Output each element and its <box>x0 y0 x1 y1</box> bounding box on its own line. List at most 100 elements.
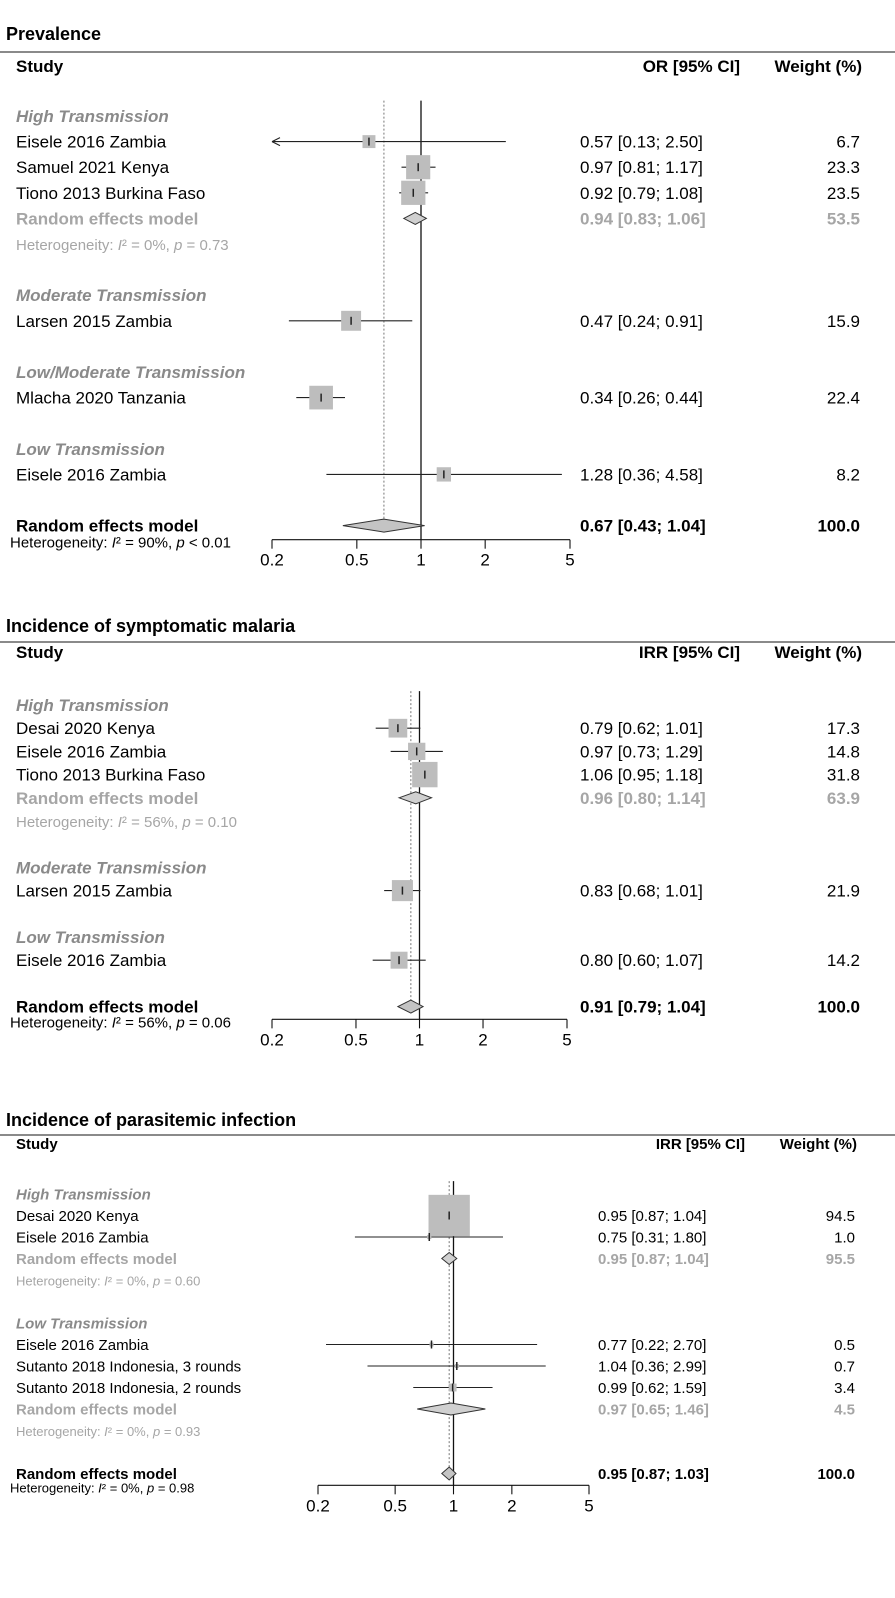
study-label: Tiono 2013 Burkina Faso <box>16 766 205 785</box>
subtotal-weight: 95.5 <box>826 1251 855 1268</box>
column-header-weight: Weight (%) <box>774 643 862 662</box>
overall-diamond <box>396 999 425 1014</box>
subtotal-effect-ci: 0.94 [0.83; 1.06] <box>580 209 706 228</box>
column-header-study: Study <box>16 643 64 662</box>
study-weight: 94.5 <box>826 1208 855 1225</box>
subtotal-diamond <box>402 211 428 225</box>
overall-heterogeneity-label: Heterogeneity: I² = 90%, p < 0.01 <box>10 535 231 552</box>
study-weight: 0.5 <box>834 1337 855 1354</box>
study-weight: 22.4 <box>827 389 860 408</box>
subtotal-diamond <box>397 791 433 805</box>
x-axis-tick-label: 2 <box>480 551 489 570</box>
study-effect-ci: 0.77 [0.22; 2.70] <box>598 1337 706 1354</box>
panel-title: Prevalence <box>6 24 101 44</box>
subgroup-label: Low Transmission <box>16 928 165 947</box>
column-header-effect: IRR [95% CI] <box>639 643 740 662</box>
study-weight: 1.0 <box>834 1229 855 1246</box>
panel-title: Incidence of parasitemic infection <box>6 1110 296 1130</box>
study-label: Sutanto 2018 Indonesia, 3 rounds <box>16 1358 241 1375</box>
subtotal-weight: 53.5 <box>827 209 860 228</box>
study-weight: 0.7 <box>834 1358 855 1375</box>
column-header-study: Study <box>16 1136 58 1153</box>
forest-panel-prevalence: Prevalence Study OR [95% CI] Weight (%) High… <box>0 0 895 614</box>
overall-weight: 100.0 <box>817 517 860 536</box>
subgroup-label: Low Transmission <box>16 440 165 459</box>
subgroup-label: Low/Moderate Transmission <box>16 363 245 382</box>
subtotal-diamond <box>440 1251 458 1266</box>
x-axis-tick-label: 5 <box>584 1496 593 1515</box>
x-axis-tick-label: 0.2 <box>260 1030 284 1049</box>
subgroup-label: High Transmission <box>16 107 169 126</box>
overall-label: Random effects model <box>16 517 198 536</box>
study-effect-ci: 0.57 [0.13; 2.50] <box>580 133 703 152</box>
overall-heterogeneity-label: Heterogeneity: I² = 0%, p = 0.98 <box>10 1481 194 1496</box>
subtotal-label: Random effects model <box>16 1251 177 1268</box>
study-weight: 6.7 <box>836 133 860 152</box>
heterogeneity-label: Heterogeneity: I² = 56%, p = 0.10 <box>16 814 237 831</box>
study-effect-ci: 0.97 [0.81; 1.17] <box>580 158 703 177</box>
study-effect-ci: 0.99 [0.62; 1.59] <box>598 1380 706 1397</box>
study-weight: 23.3 <box>827 158 860 177</box>
x-axis-tick-label: 2 <box>478 1030 487 1049</box>
study-weight: 3.4 <box>834 1380 855 1397</box>
study-effect-ci: 0.80 [0.60; 1.07] <box>580 951 703 970</box>
x-axis-tick-label: 1 <box>449 1496 458 1515</box>
x-axis-tick-label: 1 <box>416 551 425 570</box>
forest-panel-parasitemic: Incidence of parasitemic infection Study I… <box>0 1108 895 1598</box>
subtotal-effect-ci: 0.97 [0.65; 1.46] <box>598 1401 709 1418</box>
column-header-weight: Weight (%) <box>774 57 862 76</box>
column-header-effect: IRR [95% CI] <box>656 1136 745 1153</box>
subtotal-label: Random effects model <box>16 1401 177 1418</box>
study-weight: 14.2 <box>827 951 860 970</box>
study-effect-ci: 1.04 [0.36; 2.99] <box>598 1358 706 1375</box>
overall-effect-ci: 0.67 [0.43; 1.04] <box>580 517 706 536</box>
x-axis-tick-label: 0.5 <box>345 551 369 570</box>
forest-panel-symptomatic: Incidence of symptomatic malaria Study IRR… <box>0 616 895 1099</box>
study-weight: 8.2 <box>836 465 860 484</box>
study-weight: 21.9 <box>827 882 860 901</box>
study-effect-ci: 1.06 [0.95; 1.18] <box>580 766 703 785</box>
study-effect-ci: 0.95 [0.87; 1.04] <box>598 1208 706 1225</box>
subgroup-label: High Transmission <box>16 696 169 715</box>
overall-diamond <box>441 1466 457 1481</box>
study-label: Larsen 2015 Zambia <box>16 882 172 901</box>
column-header-study: Study <box>16 57 64 76</box>
study-effect-ci: 0.47 [0.24; 0.91] <box>580 312 703 331</box>
study-effect-ci: 0.75 [0.31; 1.80] <box>598 1229 706 1246</box>
subgroup-label: Moderate Transmission <box>16 858 207 877</box>
subgroup-label: Moderate Transmission <box>16 286 207 305</box>
study-weight: 31.8 <box>827 766 860 785</box>
study-label: Eisele 2016 Zambia <box>16 133 167 152</box>
subtotal-label: Random effects model <box>16 209 198 228</box>
subtotal-effect-ci: 0.96 [0.80; 1.14] <box>580 789 706 808</box>
heterogeneity-label: Heterogeneity: I² = 0%, p = 0.60 <box>16 1273 200 1288</box>
x-axis-tick-label: 0.2 <box>306 1496 330 1515</box>
overall-effect-ci: 0.95 [0.87; 1.03] <box>598 1466 709 1483</box>
study-label: Samuel 2021 Kenya <box>16 158 170 177</box>
study-effect-ci: 0.97 [0.73; 1.29] <box>580 742 703 761</box>
forest-plot-parasitemic: Incidence of parasitemic infection Study I… <box>0 1110 895 1515</box>
study-label: Eisele 2016 Zambia <box>16 465 167 484</box>
study-label: Eisele 2016 Zambia <box>16 1337 149 1354</box>
study-effect-ci: 1.28 [0.36; 4.58] <box>580 465 703 484</box>
study-label: Mlacha 2020 Tanzania <box>16 389 186 408</box>
study-weight: 14.8 <box>827 742 860 761</box>
x-axis-tick-label: 1 <box>415 1030 424 1049</box>
study-label: Eisele 2016 Zambia <box>16 951 167 970</box>
x-axis-tick-label: 5 <box>565 551 574 570</box>
ci-arrow-left <box>271 137 281 147</box>
x-axis-tick-label: 2 <box>507 1496 516 1515</box>
panel-title: Incidence of symptomatic malaria <box>6 616 296 636</box>
x-axis-tick-label: 0.5 <box>383 1496 407 1515</box>
study-effect-ci: 0.79 [0.62; 1.01] <box>580 719 703 738</box>
study-label: Eisele 2016 Zambia <box>16 742 167 761</box>
study-weight: 23.5 <box>827 184 860 203</box>
heterogeneity-label: Heterogeneity: I² = 0%, p = 0.93 <box>16 1424 200 1439</box>
study-label: Desai 2020 Kenya <box>16 719 155 738</box>
study-weight: 17.3 <box>827 719 860 738</box>
subtotal-effect-ci: 0.95 [0.87; 1.04] <box>598 1251 709 1268</box>
column-header-effect: OR [95% CI] <box>643 57 740 76</box>
column-header-weight: Weight (%) <box>780 1136 857 1153</box>
study-label: Larsen 2015 Zambia <box>16 312 172 331</box>
study-label: Desai 2020 Kenya <box>16 1208 139 1225</box>
